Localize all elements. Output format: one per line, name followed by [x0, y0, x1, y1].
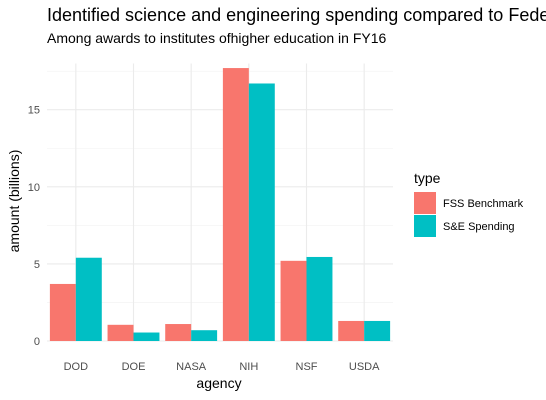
legend-title: type	[414, 170, 441, 186]
x-tick-label: NSF	[296, 361, 318, 373]
bar-nasa-fss-benchmark	[165, 324, 192, 341]
legend-label: S&E Spending	[443, 221, 515, 233]
y-axis-ticks: 0 5 10 15	[28, 105, 40, 348]
x-tick-label: NASA	[176, 361, 207, 373]
gridlines	[47, 63, 393, 342]
bars	[49, 68, 391, 342]
bar-nasa-s-e-spending	[191, 330, 218, 341]
y-tick-label: 0	[34, 336, 40, 348]
bar-nsf-fss-benchmark	[280, 260, 307, 341]
chart-title: Identified science and engineering spend…	[47, 5, 546, 25]
bar-nih-s-e-spending	[248, 83, 275, 342]
legend-key-fss-benchmark	[414, 192, 436, 214]
bar-usda-fss-benchmark	[338, 320, 365, 341]
x-axis-title: agency	[196, 375, 241, 391]
legend-label: FSS Benchmark	[443, 198, 524, 210]
legend: type FSS Benchmark S&E Spending	[414, 170, 524, 237]
y-tick-label: 10	[28, 182, 40, 194]
x-tick-label: DOE	[122, 361, 146, 373]
bar-dod-s-e-spending	[75, 257, 102, 341]
bar-doe-fss-benchmark	[107, 324, 134, 341]
x-tick-label: USDA	[349, 361, 380, 373]
bar-doe-s-e-spending	[133, 332, 160, 341]
bar-nih-fss-benchmark	[222, 68, 249, 341]
legend-key-s-e-spending	[414, 215, 436, 237]
x-tick-label: NIH	[239, 361, 258, 373]
y-axis-title: amount (billions)	[6, 150, 22, 253]
y-tick-label: 5	[34, 259, 40, 271]
bar-dod-fss-benchmark	[49, 283, 76, 341]
y-tick-label: 15	[28, 105, 40, 117]
bar-nsf-s-e-spending	[306, 256, 333, 341]
x-tick-label: DOD	[64, 361, 89, 373]
x-axis-ticks: DOD DOE NASA NIH NSF USDA	[64, 361, 381, 373]
chart-subtitle: Among awards to institutes ofhigher educ…	[47, 30, 387, 46]
bar-usda-s-e-spending	[364, 320, 391, 341]
